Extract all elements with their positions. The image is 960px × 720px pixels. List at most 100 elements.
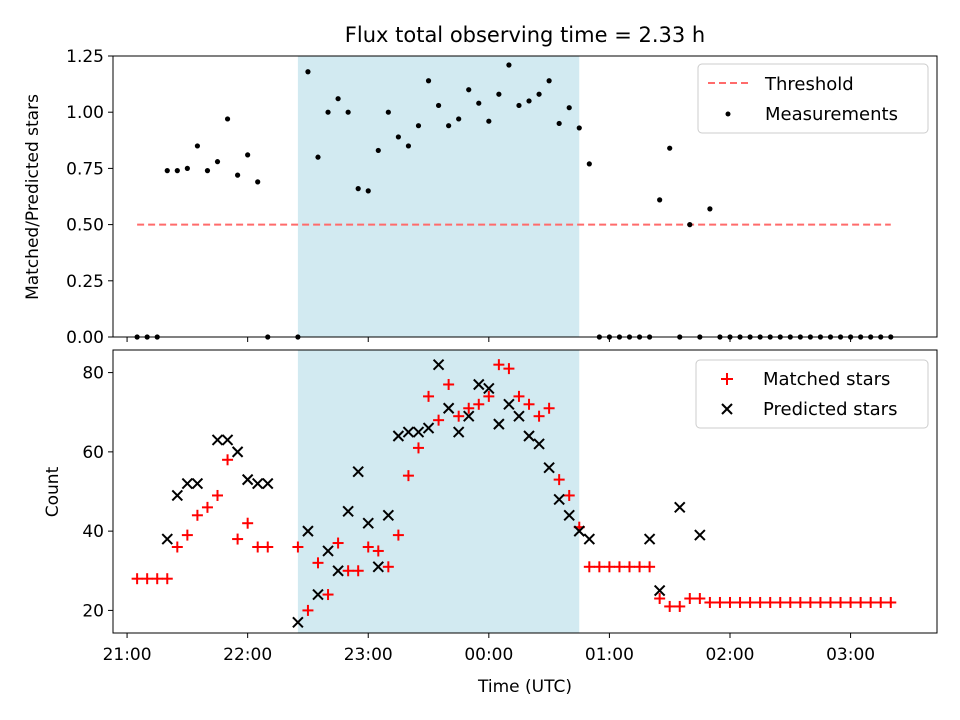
count-legend-frame [695, 359, 929, 429]
x-tick-label: 00:00 [464, 645, 513, 665]
predicted-star-point [463, 410, 475, 422]
matched-star-point [332, 537, 344, 549]
predicted-star-point [181, 477, 194, 490]
predicted-star-point [241, 473, 254, 486]
measurement-point [496, 91, 502, 97]
matched-star-point [171, 541, 183, 553]
matched-star-point [392, 529, 404, 541]
measurement-point [385, 109, 391, 115]
measurement-point [586, 161, 592, 167]
ratio-x-ticks [126, 337, 852, 342]
matched-star-point [262, 541, 274, 553]
predicted-star-point [422, 422, 435, 434]
predicted-star-point [573, 525, 585, 537]
ratio-legend: Threshold Measurements [697, 63, 929, 134]
matched-star-point [835, 596, 847, 608]
predicted-star-point [643, 533, 656, 545]
measurement-point [526, 98, 532, 104]
count-y-axis-label: Count [43, 466, 63, 517]
matched-star-point [523, 398, 535, 410]
matched-star-point [664, 600, 676, 612]
matched-star-point [824, 596, 836, 608]
predicted-star-point [653, 584, 666, 597]
matched-star-point [382, 561, 394, 573]
predicted-stars-points [161, 358, 706, 629]
matched-star-point [714, 596, 726, 608]
matched-star-point [885, 596, 897, 608]
measurement-point [174, 168, 180, 174]
measurement-point [415, 123, 422, 129]
predicted-star-point [372, 561, 384, 573]
predicted-star-point [553, 493, 565, 506]
observing-time-span [297, 56, 580, 337]
measurement-point [576, 125, 582, 131]
predicted-star-point [352, 465, 364, 478]
measurement-point [255, 179, 261, 185]
predicted-star-point [694, 529, 706, 541]
matched-star-point [151, 573, 163, 585]
measurement-point [164, 168, 170, 174]
ratio-legend-frame [697, 63, 929, 134]
matched-star-point [322, 589, 334, 601]
count-y-ticks: 20 40 60 80 [82, 364, 113, 621]
y-tick-label: 0.50 [66, 216, 104, 236]
y-tick-label: 0.75 [66, 159, 104, 179]
predicted-star-point [392, 430, 405, 442]
matched-star-point [754, 596, 766, 608]
predicted-star-point [191, 477, 204, 490]
matched-star-point [352, 565, 364, 577]
predicted-star-point [442, 402, 455, 414]
ratio-y-ticks: 0.00 0.25 0.50 0.75 1.00 1.25 [66, 47, 113, 348]
predicted-star-point [493, 418, 505, 430]
legend-predicted-label: Predicted stars [763, 399, 897, 420]
matched-star-point [463, 402, 475, 414]
predicted-star-point [161, 533, 173, 545]
matched-star-point [412, 442, 424, 454]
matched-star-point [212, 489, 224, 501]
measurement-point [335, 96, 341, 102]
x-tick-label: 23:00 [344, 645, 393, 665]
matched-star-point [513, 390, 525, 402]
predicted-star-point [382, 509, 395, 521]
measurement-point [305, 69, 311, 75]
matched-star-point [724, 596, 736, 608]
measurement-point [556, 120, 562, 127]
measurement-point [687, 222, 693, 228]
matched-star-point [553, 474, 565, 486]
matched-star-point [865, 596, 877, 608]
legend-matched-swatch [721, 373, 733, 385]
matched-star-point [624, 561, 636, 573]
measurement-point [405, 143, 412, 149]
matched-star-point [372, 545, 384, 557]
measurement-point [446, 123, 452, 129]
predicted-star-point [251, 477, 264, 490]
matched-star-point [674, 600, 686, 612]
y-tick-label: 80 [82, 364, 104, 384]
predicted-star-point [583, 533, 596, 545]
predicted-star-point [342, 505, 354, 518]
predicted-star-point [543, 462, 555, 474]
matched-star-point [694, 593, 706, 605]
predicted-star-point [412, 426, 425, 438]
matched-star-point [443, 378, 455, 390]
matched-star-point [242, 517, 254, 529]
predicted-star-point [332, 565, 344, 577]
x-tick-label: 02:00 [705, 645, 754, 665]
matched-star-point [453, 410, 465, 422]
measurement-point [245, 152, 251, 158]
measurement-point [395, 134, 401, 140]
matched-star-point [654, 593, 666, 605]
measurement-point [375, 147, 381, 154]
matched-star-point [503, 363, 515, 375]
legend-predicted-swatch [721, 403, 733, 415]
matched-star-point [845, 596, 857, 608]
x-tick-label: 03:00 [826, 645, 875, 665]
x-axis-label: Time (UTC) [477, 677, 572, 697]
matched-star-point [563, 489, 575, 501]
observing-span-rect [297, 350, 580, 633]
y-tick-label: 20 [82, 601, 104, 621]
measurement-point [325, 109, 331, 115]
measurement-point [315, 154, 321, 160]
matched-star-point [543, 402, 555, 414]
